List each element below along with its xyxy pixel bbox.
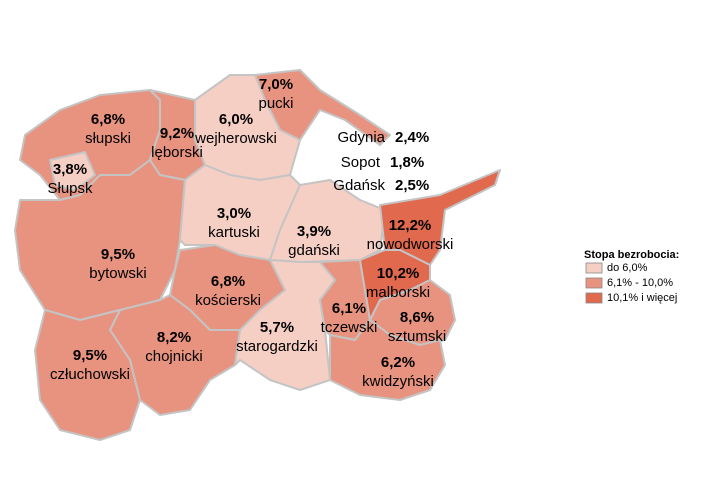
- region-value: 8,2%: [157, 329, 191, 346]
- region-value: 6,8%: [211, 273, 245, 290]
- region-label: 9,5% bytowski: [89, 246, 147, 282]
- city-value: 2,4%: [395, 129, 429, 146]
- region-value: 5,7%: [260, 319, 294, 336]
- region-label: 8,6% sztumski: [388, 309, 446, 345]
- region-name: tczewski: [321, 319, 378, 336]
- legend-swatch: [585, 277, 603, 289]
- region-label: 3,0% kartuski: [208, 205, 260, 241]
- region-label: 6,2% kwidzyński: [362, 354, 434, 390]
- region-value: 10,2%: [377, 265, 420, 282]
- region-value: 9,2%: [160, 125, 194, 142]
- region-value: 12,2%: [389, 217, 432, 234]
- region-label: 6,1% tczewski: [321, 300, 378, 336]
- region-name: lęborski: [151, 144, 203, 161]
- region-name: Słupsk: [47, 180, 93, 197]
- region-value: 7,0%: [259, 76, 293, 93]
- legend-label: do 6,0%: [607, 262, 648, 274]
- city-name: Gdynia: [337, 129, 385, 146]
- region: [14, 159, 186, 321]
- region-value: 9,5%: [101, 246, 135, 263]
- region-name: sztumski: [388, 328, 446, 345]
- city-value: 2,5%: [395, 177, 429, 194]
- region-label: 6,0% wejherowski: [194, 111, 277, 147]
- region-name: wejherowski: [194, 130, 277, 147]
- legend-title: Stopa bezrobocia:: [584, 249, 679, 261]
- city-name: Sopot: [341, 154, 381, 171]
- region-name: nowodworski: [367, 236, 454, 253]
- region-name: malborski: [366, 284, 430, 301]
- region-name: kościerski: [195, 292, 261, 309]
- region-name: gdański: [288, 242, 340, 259]
- region-name: kartuski: [208, 224, 260, 241]
- region-name: starogardzki: [236, 338, 318, 355]
- labels: 7,0% pucki 6,0% wejherowski 6,8% słupski 9,2% l…: [47, 76, 453, 390]
- region-name: bytowski: [89, 265, 147, 282]
- region-value: 6,1%: [332, 300, 366, 317]
- legend-label: 10,1% i więcej: [607, 292, 677, 304]
- region-label: 10,2% malborski: [366, 265, 430, 301]
- region-value: 3,9%: [297, 223, 331, 240]
- region-value: 3,0%: [217, 205, 251, 222]
- region-label: 12,2% nowodworski: [367, 217, 454, 253]
- region-value: 6,0%: [219, 111, 253, 128]
- region-value: 8,6%: [400, 309, 434, 326]
- region-name: człuchowski: [50, 366, 130, 383]
- legend: Stopa bezrobocia:do 6,0% 6,1% - 10,0% 10,1…: [584, 249, 679, 304]
- region-value: 6,2%: [381, 354, 415, 371]
- region-value: 6,8%: [91, 111, 125, 128]
- region: [329, 319, 446, 401]
- city-value: 1,8%: [390, 154, 424, 171]
- legend-swatch: [585, 262, 603, 274]
- region-name: kwidzyński: [362, 373, 434, 390]
- legend-label: 6,1% - 10,0%: [607, 277, 673, 289]
- region-name: słupski: [85, 130, 131, 147]
- legend-swatch: [585, 292, 603, 304]
- region-label: 3,8% Słupsk: [47, 161, 93, 197]
- region-name: pucki: [258, 95, 293, 112]
- region-label: 6,8% słupski: [85, 111, 131, 147]
- region-label: 8,2% chojnicki: [145, 329, 203, 365]
- region-label: 3,9% gdański: [288, 223, 340, 259]
- region-label: 9,5% człuchowski: [50, 347, 130, 383]
- region-value: 3,8%: [53, 161, 87, 178]
- regions: [14, 69, 501, 441]
- region-name: chojnicki: [145, 348, 203, 365]
- city-name: Gdańsk: [333, 177, 385, 194]
- region-value: 9,5%: [73, 347, 107, 364]
- region-label: 6,8% kościerski: [195, 273, 261, 309]
- region: [49, 151, 96, 191]
- region: [34, 309, 141, 441]
- region-label: 5,7% starogardzki: [236, 319, 318, 355]
- region-label: 9,2% lęborski: [151, 125, 203, 161]
- region-label: 7,0% pucki: [258, 76, 293, 112]
